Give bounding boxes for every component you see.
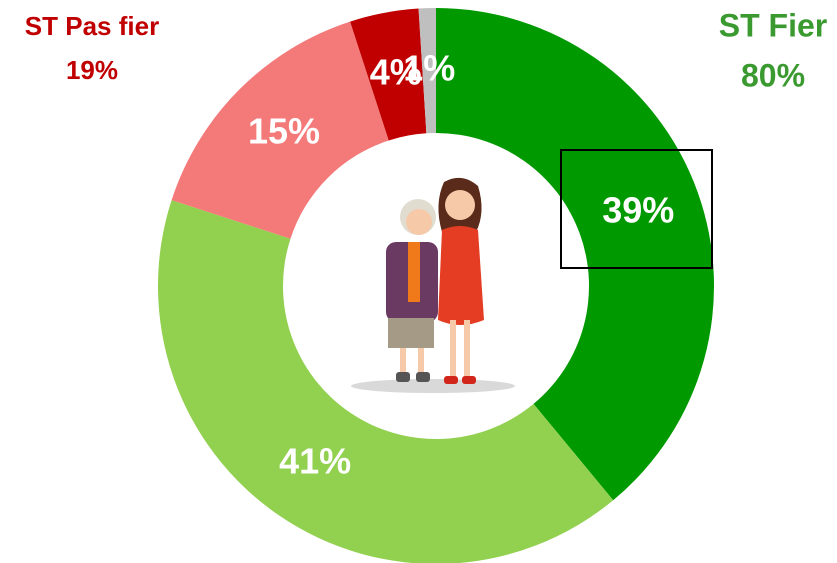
donut-segment bbox=[158, 200, 614, 563]
donut-segment bbox=[436, 8, 715, 501]
group-value: 80% bbox=[741, 57, 805, 93]
group-name: ST Pas fier bbox=[25, 11, 159, 41]
data-label: 15% bbox=[248, 110, 320, 151]
data-label: 4% bbox=[370, 51, 422, 92]
group-name: ST Fier bbox=[719, 7, 827, 43]
highlight-box bbox=[560, 149, 713, 269]
donut-segment bbox=[171, 21, 389, 239]
data-label: 39% bbox=[602, 190, 674, 231]
data-label: 1% bbox=[403, 48, 455, 89]
data-label: 41% bbox=[279, 440, 351, 481]
illustration bbox=[351, 177, 515, 393]
donut-segment bbox=[418, 8, 436, 134]
group-value: 19% bbox=[66, 55, 118, 85]
donut-segment bbox=[350, 8, 427, 141]
